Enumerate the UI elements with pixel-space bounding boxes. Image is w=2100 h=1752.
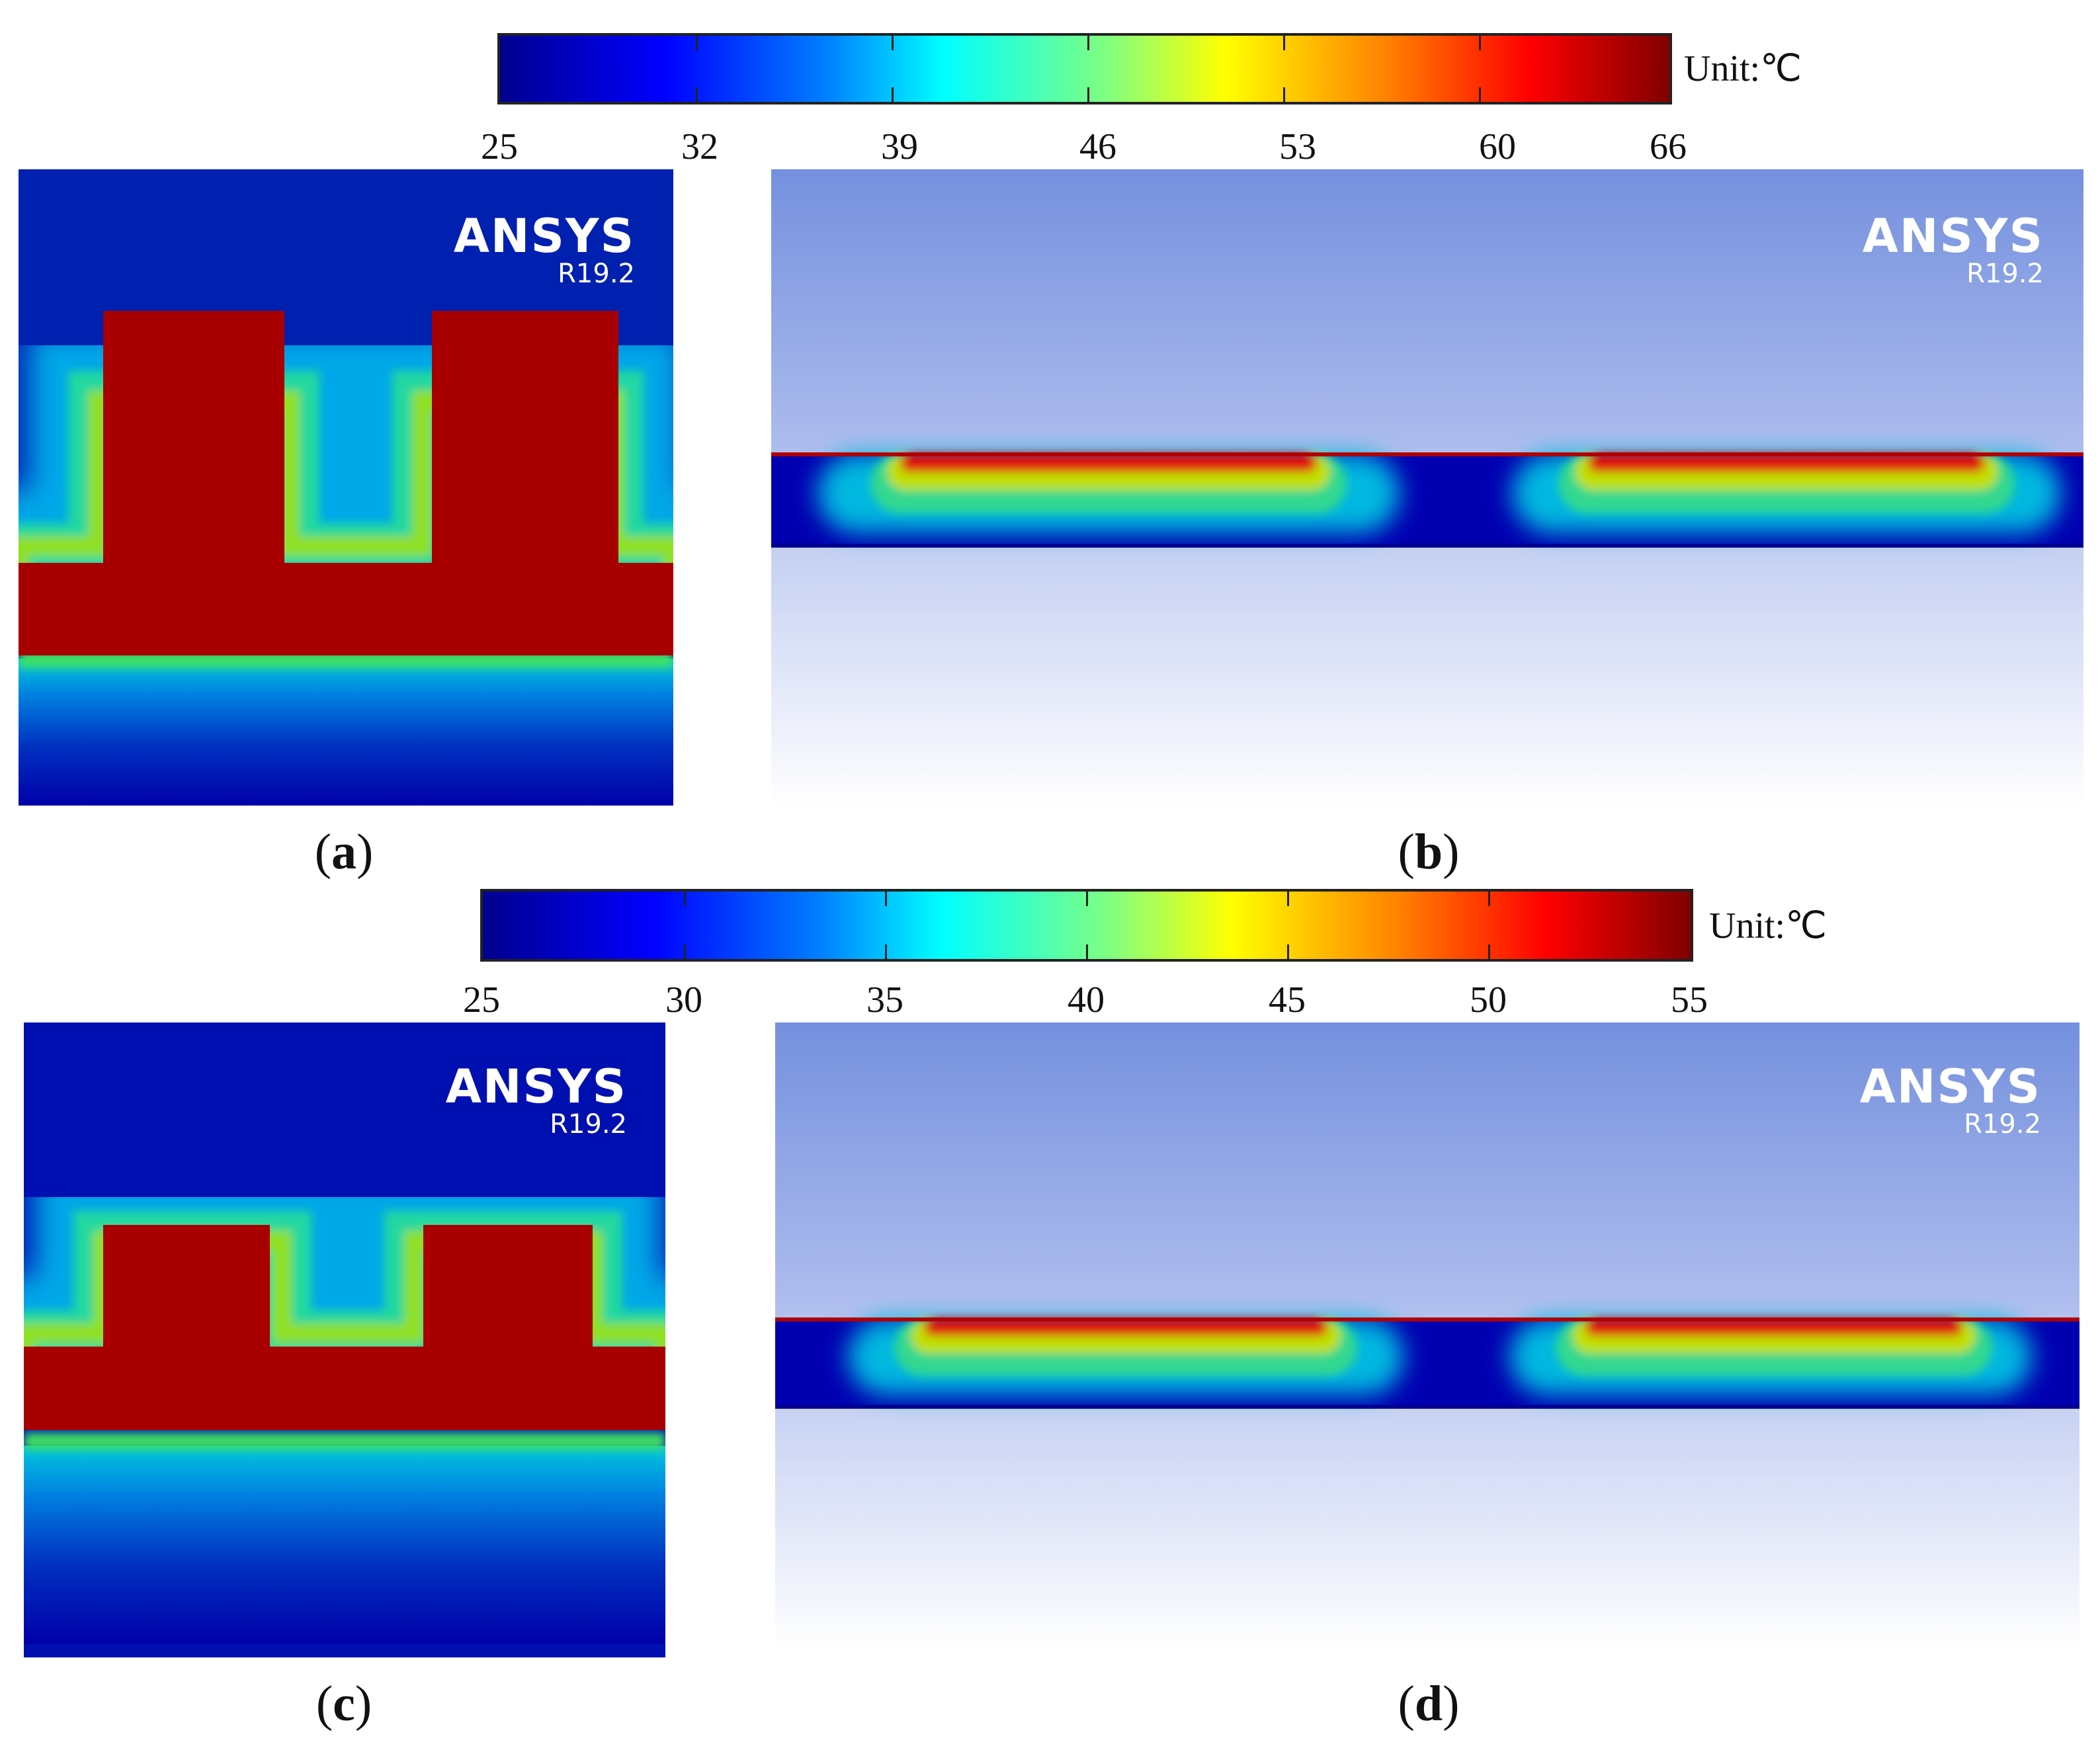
colorbar-bottom-tick: 45 — [1269, 980, 1306, 1021]
colorbar-bottom-tick: 50 — [1470, 980, 1507, 1021]
panel-a-ansys-logo: ANSYS R19.2 — [453, 209, 635, 289]
colorbar-top-tick: 46 — [1079, 126, 1116, 167]
colorbar-top-tick: 53 — [1279, 126, 1316, 167]
panel-b-ansys-logo: ANSYS R19.2 — [1862, 209, 2044, 289]
caption-a: (a) — [314, 824, 374, 880]
colorbar-top-tick: 39 — [881, 126, 918, 167]
caption-d: (d) — [1398, 1676, 1460, 1731]
caption-c: (c) — [315, 1676, 372, 1731]
caption-b: (b) — [1398, 824, 1460, 880]
colorbar-top-tick: 32 — [681, 126, 718, 167]
panel-d-ansys-logo: ANSYS R19.2 — [1859, 1060, 2041, 1140]
panel-b-contour-graphic — [771, 452, 2083, 548]
panel-a-thermal-contour: ANSYS R19.2 — [19, 169, 673, 806]
panel-c-ansys-logo: ANSYS R19.2 — [445, 1060, 627, 1140]
colorbar-top-tick: 66 — [1650, 126, 1687, 167]
panel-c-contour-graphic — [24, 1022, 665, 1657]
panel-d-thermal-contour: ANSYS R19.2 — [775, 1022, 2079, 1649]
colorbar-bottom — [480, 889, 1693, 962]
colorbar-top — [497, 33, 1672, 104]
colorbar-bottom-tick: 40 — [1068, 980, 1105, 1021]
panel-a-contour-graphic — [19, 169, 673, 806]
colorbar-bottom-tick: 30 — [665, 980, 702, 1021]
colorbar-top-unit: Unit:℃ — [1684, 48, 1802, 89]
panel-b-thermal-contour: ANSYS R19.2 — [771, 169, 2083, 806]
colorbar-top-tick: 60 — [1479, 126, 1516, 167]
panel-d-contour-graphic — [775, 1317, 2079, 1409]
colorbar-top-tick: 25 — [481, 126, 518, 167]
colorbar-bottom-tick: 35 — [866, 980, 903, 1021]
panel-c-thermal-contour: ANSYS R19.2 — [24, 1022, 665, 1657]
colorbar-bottom-unit: Unit:℃ — [1709, 905, 1827, 946]
colorbar-bottom-tick: 55 — [1671, 980, 1708, 1021]
colorbar-bottom-tick: 25 — [463, 980, 500, 1021]
